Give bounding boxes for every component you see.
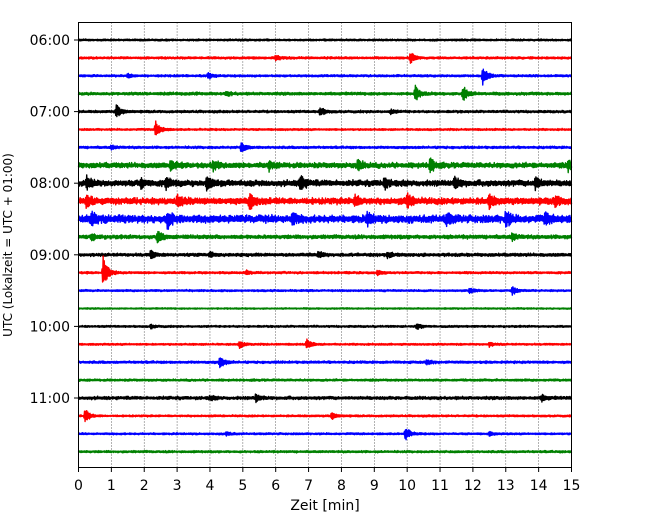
seismogram-traces xyxy=(77,38,573,454)
y-axis-label: UTC (Lokalzeit = UTC + 01:00) xyxy=(1,153,15,337)
trace-row-0930 xyxy=(77,286,573,296)
x-axis-ticks: 0 1 2 3 4 5 6 7 8 9 10 11 12 13 14 15 xyxy=(74,467,581,494)
y-tick-label: 07:00 xyxy=(30,105,70,121)
trace-row-0800 xyxy=(77,174,573,192)
x-axis-label: Zeit [min] xyxy=(290,498,359,514)
trace-row-1000 xyxy=(77,323,573,331)
x-tick-label: 15 xyxy=(563,478,581,494)
x-tick-label: 5 xyxy=(238,478,247,494)
trace-row-0615 xyxy=(77,52,573,64)
trace-row-1100 xyxy=(77,393,573,404)
x-tick-label: 4 xyxy=(206,478,215,494)
trace-row-1015 xyxy=(77,338,573,350)
trace-row-0730 xyxy=(77,142,573,153)
plot-frame xyxy=(78,22,572,468)
trace-row-0745 xyxy=(77,157,573,174)
trace-row-1045 xyxy=(77,378,573,383)
trace-row-0945 xyxy=(77,306,573,310)
trace-row-0715 xyxy=(77,120,573,136)
x-tick-label: 8 xyxy=(337,478,346,494)
trace-row-0815 xyxy=(77,192,573,211)
x-tick-label: 11 xyxy=(431,478,449,494)
x-tick-label: 6 xyxy=(271,478,280,494)
x-tick-label: 7 xyxy=(304,478,313,494)
trace-row-1145 xyxy=(77,449,573,454)
x-tick-label: 0 xyxy=(74,478,83,494)
trace-row-0600 xyxy=(77,38,573,42)
y-tick-label: 09:00 xyxy=(30,248,70,264)
y-tick-label: 06:00 xyxy=(30,33,70,49)
vertical-grid-lines xyxy=(111,22,539,468)
x-tick-label: 3 xyxy=(173,478,182,494)
x-tick-label: 1 xyxy=(107,478,116,494)
x-tick-label: 10 xyxy=(398,478,416,494)
trace-row-0915 xyxy=(77,255,573,283)
x-tick-label: 14 xyxy=(530,478,548,494)
x-tick-label: 2 xyxy=(140,478,149,494)
trace-row-0900 xyxy=(77,249,573,260)
trace-row-0845 xyxy=(77,230,573,244)
y-axis-ticks: 06:00 07:00 08:00 09:00 10:00 11:00 xyxy=(30,33,79,407)
trace-row-0645 xyxy=(77,84,573,101)
y-tick-label: 08:00 xyxy=(30,176,70,192)
trace-row-1130 xyxy=(77,428,573,441)
y-tick-label: 11:00 xyxy=(30,391,70,407)
trace-row-0830 xyxy=(77,210,573,230)
trace-row-1115 xyxy=(77,410,573,423)
trace-row-1030 xyxy=(77,357,573,369)
x-tick-label: 9 xyxy=(370,478,379,494)
trace-row-0700 xyxy=(77,104,573,118)
trace-row-0630 xyxy=(77,68,573,86)
x-tick-label: 13 xyxy=(497,478,515,494)
y-tick-label: 10:00 xyxy=(30,319,70,335)
x-tick-label: 12 xyxy=(464,478,482,494)
